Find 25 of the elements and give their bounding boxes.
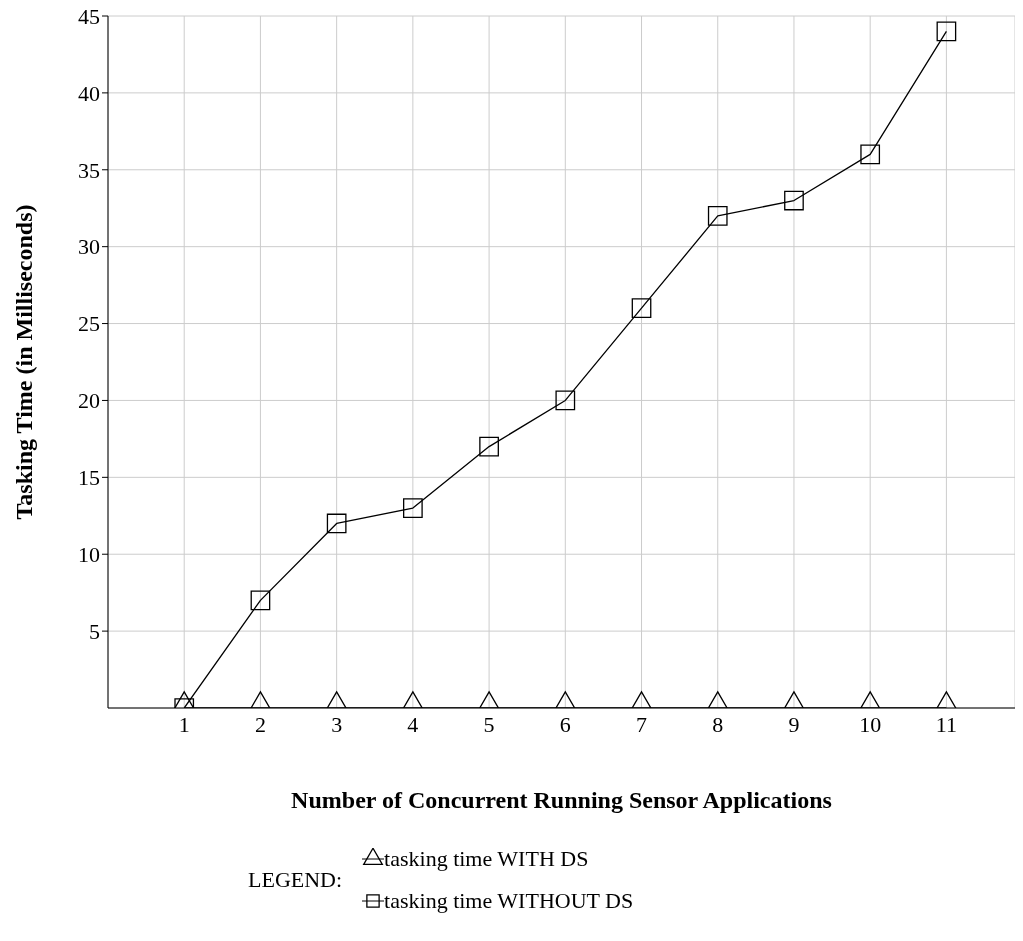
legend-label: tasking time WITH DS [384,846,589,872]
y-tick-label: 5 [89,618,100,644]
y-tick-label: 10 [78,542,100,568]
x-tick-label: 4 [407,711,419,737]
y-tick-label: 30 [78,234,100,260]
x-tick-label: 1 [178,711,190,737]
y-tick-label: 20 [78,388,100,414]
y-tick-label: 45 [78,3,100,29]
x-tick-label: 10 [859,711,882,737]
y-tick-label: 35 [78,157,100,183]
x-tick-label: 7 [636,711,648,737]
y-tick-label: 15 [78,465,100,491]
x-tick-label: 9 [788,711,800,737]
x-tick-label: 6 [559,711,571,737]
y-axis-title: Tasking Time (in Milliseconds) [10,204,37,520]
legend-title: LEGEND: [248,867,343,893]
x-tick-label: 5 [483,711,495,737]
x-tick-label: 2 [254,711,266,737]
x-tick-label: 8 [712,711,724,737]
y-tick-label: 25 [78,311,100,337]
x-tick-label: 3 [331,711,343,737]
y-tick-label: 40 [78,80,100,106]
x-tick-label: 11 [935,711,957,737]
legend-label: tasking time WITHOUT DS [384,888,634,914]
x-axis-title: Number of Concurrent Running Sensor Applications [291,787,832,813]
